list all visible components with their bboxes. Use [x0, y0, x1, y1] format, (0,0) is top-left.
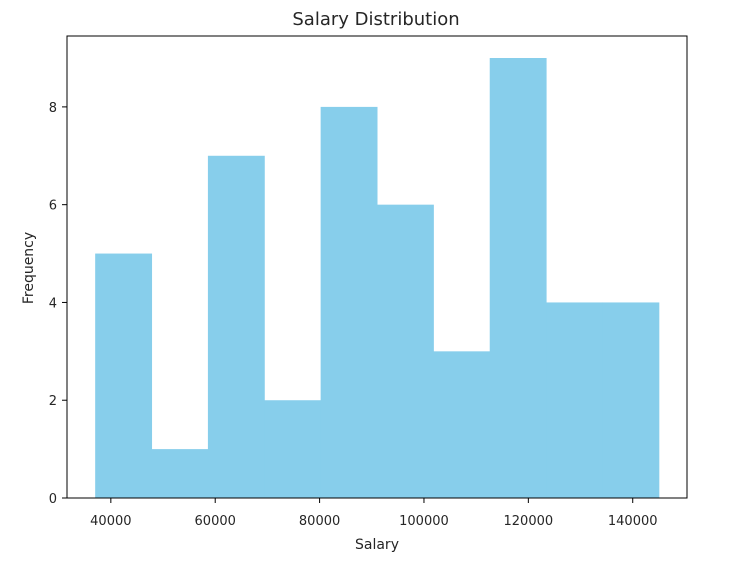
y-axis-label: Frequency	[21, 232, 37, 304]
histogram-bar-1	[151, 449, 209, 498]
histogram-bar-9	[602, 302, 660, 498]
histogram-bar-4	[320, 106, 378, 498]
y-axis-ticks: 0 2 4 6 8	[49, 101, 67, 507]
x-tick-label: 120000	[504, 514, 554, 529]
x-axis-ticks: 40000 60000 80000 100000 120000 140000	[90, 498, 658, 529]
histogram-bar-8	[546, 302, 603, 498]
histogram-bar-3	[264, 400, 322, 498]
histogram-bar-6	[433, 351, 491, 498]
x-tick-label: 60000	[195, 514, 236, 529]
x-tick-label: 40000	[90, 514, 131, 529]
y-tick-label: 6	[49, 199, 57, 214]
bars-group	[95, 58, 660, 498]
y-tick-label: 4	[49, 296, 57, 311]
y-tick-label: 0	[49, 492, 57, 507]
plot-frame	[66, 35, 688, 499]
x-tick-label: 140000	[608, 514, 658, 529]
x-axis-label: Salary	[355, 537, 399, 553]
histogram-bar-7	[489, 58, 547, 498]
y-tick-label: 2	[49, 394, 57, 409]
x-tick-label: 80000	[299, 514, 340, 529]
histogram-bar-5	[377, 204, 434, 498]
y-tick-label: 8	[49, 101, 57, 116]
x-tick-label: 100000	[399, 514, 449, 529]
histogram-bar-2	[207, 155, 265, 498]
histogram-bar-0	[95, 253, 153, 498]
chart-title: Salary Distribution	[292, 9, 459, 30]
